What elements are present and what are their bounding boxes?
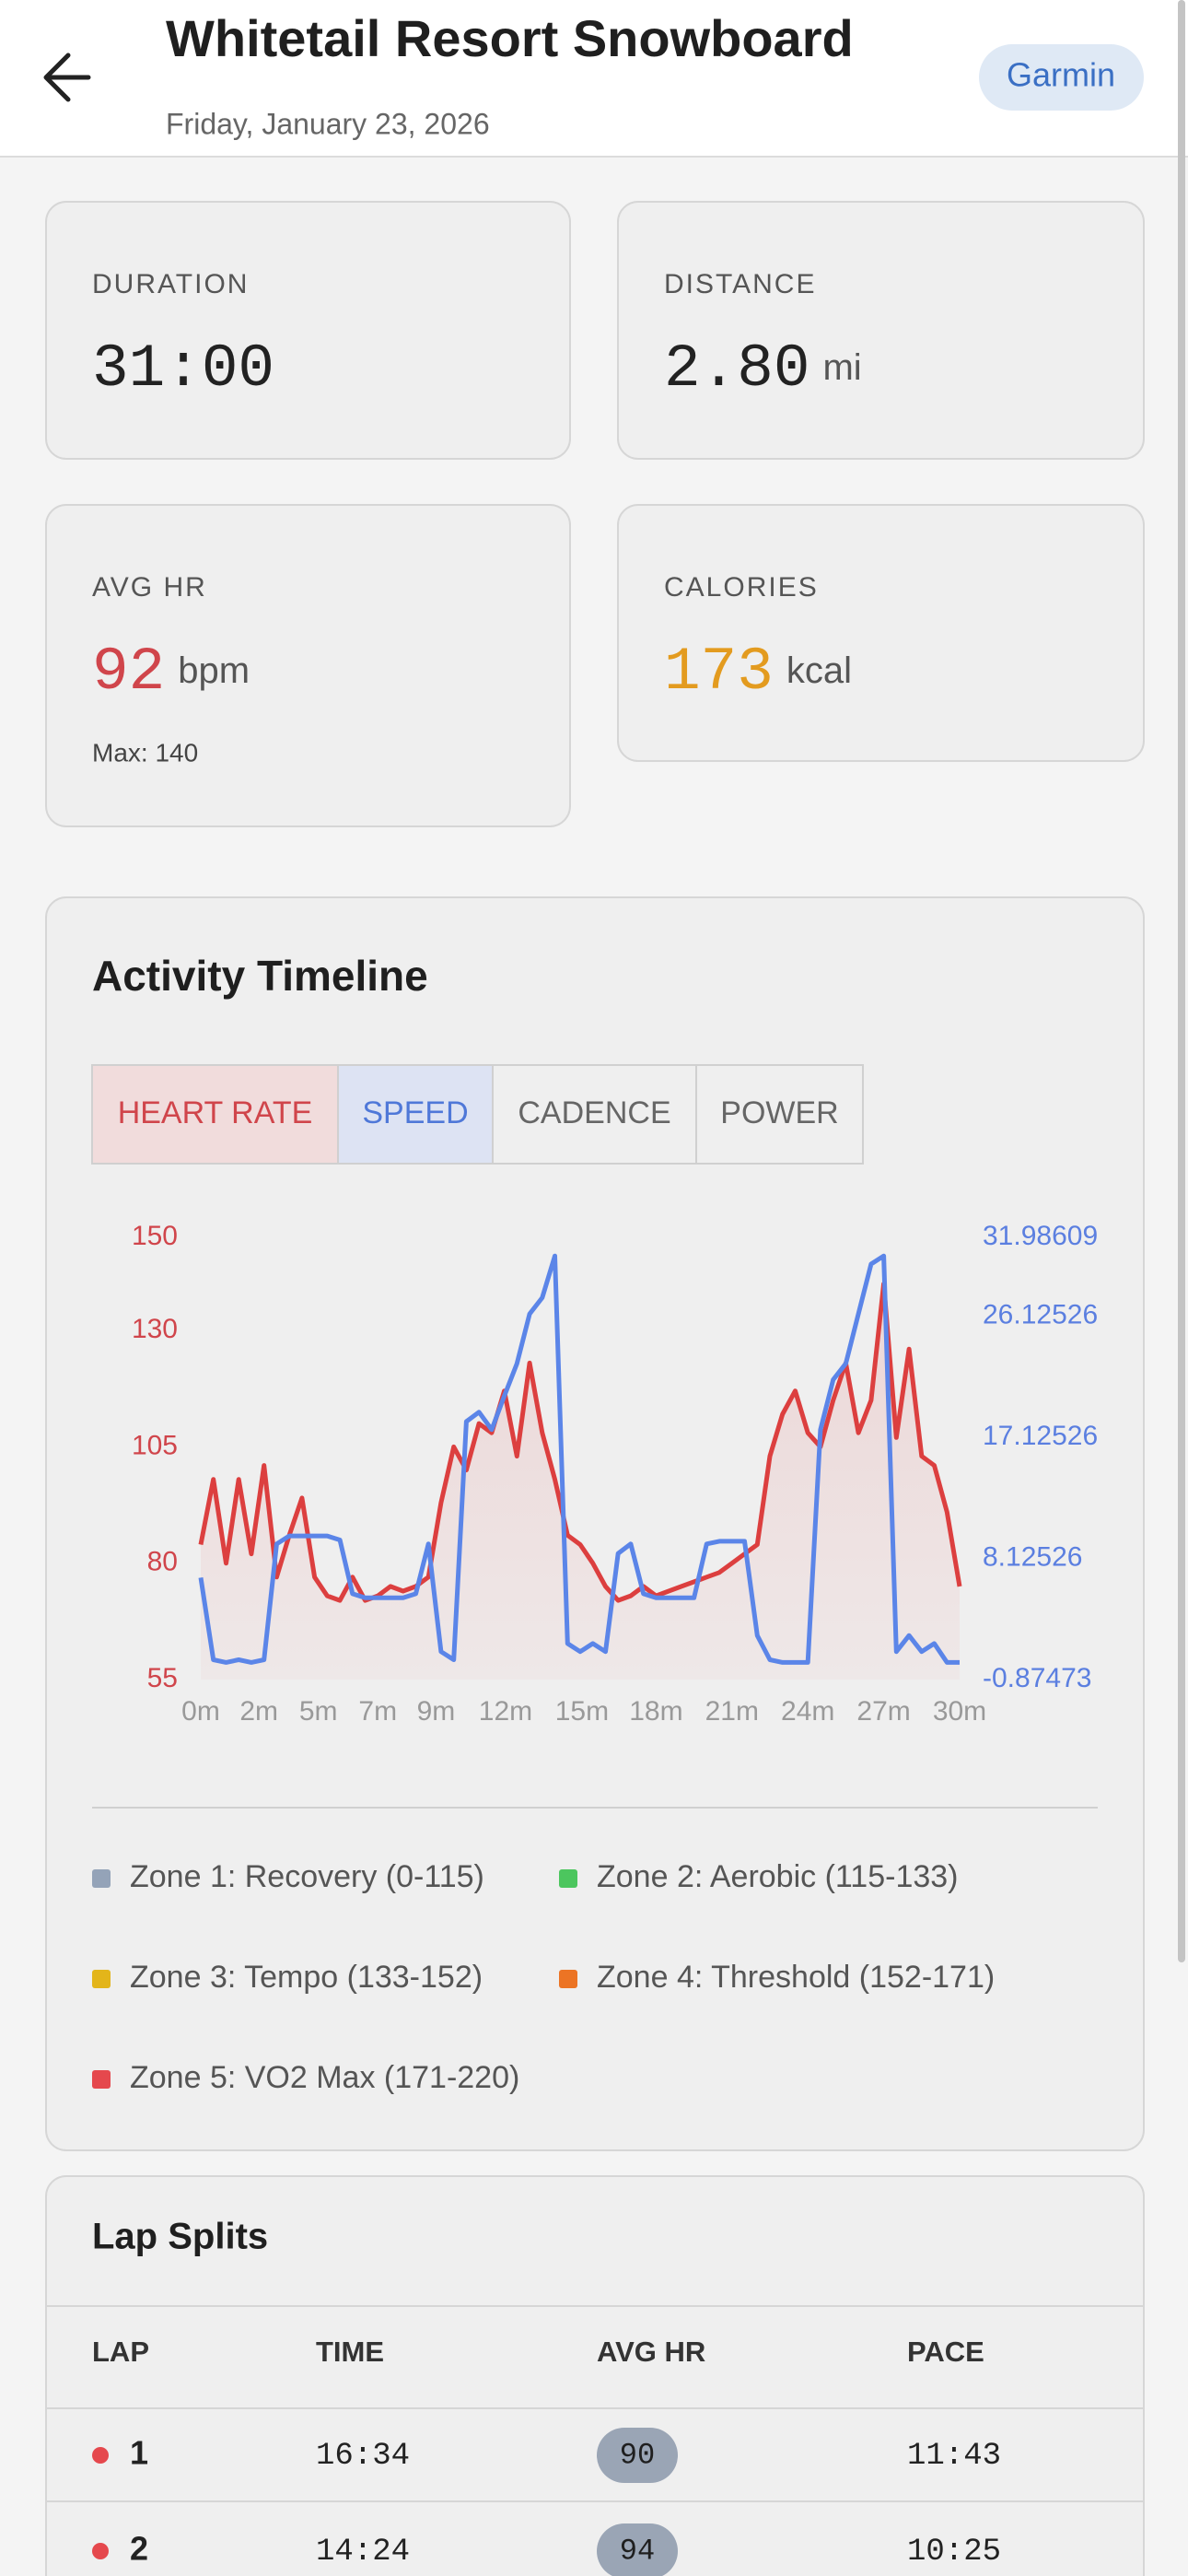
zone-label: Zone 5: VO2 Max (171-220) (130, 2060, 519, 2095)
lap-hr: 90 (620, 2438, 655, 2472)
stat-label: AVG HR (92, 572, 207, 603)
zone-swatch (92, 1970, 111, 1988)
y-tick-label: 150 (132, 1221, 178, 1251)
tab-label: CADENCE (518, 1095, 670, 1130)
zone-label: Zone 3: Tempo (133-152) (130, 1960, 483, 1995)
source-pill (979, 44, 1144, 111)
series-line (198, 1253, 960, 1665)
stat-card (45, 504, 571, 827)
stat-number: 31:00 (92, 334, 274, 404)
page-title: Whitetail Resort Snowboard (166, 9, 854, 67)
stat-value: 92 bpm (92, 638, 250, 707)
x-tick-label: 24m (781, 1696, 834, 1727)
x-tick-label: 27m (856, 1696, 910, 1727)
column-header: PACE (907, 2336, 984, 2368)
zone-swatch (559, 1869, 577, 1888)
stat-card (45, 201, 571, 460)
lap-number: 1 (130, 2434, 148, 2472)
x-tick-label: 15m (555, 1696, 609, 1727)
stat-card (617, 201, 1145, 460)
timeline-card (45, 896, 1145, 2151)
stat-unit: kcal (786, 650, 852, 691)
zone-label: Zone 1: Recovery (0-115) (130, 1859, 484, 1894)
stat-sub: Max: 140 (92, 738, 198, 767)
y2-tick-label: 17.12526 (983, 1421, 1098, 1451)
laps-card (45, 2175, 1145, 2576)
y-tick-label: 105 (132, 1430, 178, 1460)
section-title: Activity Timeline (92, 952, 428, 1000)
lap-time: 14:24 (316, 2535, 410, 2570)
x-tick-label: 9m (417, 1696, 456, 1727)
section-title: Lap Splits (92, 2217, 268, 2257)
stat-label: CALORIES (664, 572, 819, 603)
tab[interactable] (337, 1064, 494, 1165)
series-line (198, 1282, 962, 1603)
scrollbar (1178, 0, 1185, 1962)
stat-value: 173 kcal (664, 638, 852, 707)
stat-number: 173 (664, 638, 774, 707)
stat-value: 31:00 (92, 334, 274, 404)
tab-label: SPEED (362, 1095, 468, 1130)
stat-unit: mi (822, 347, 861, 388)
x-tick-label: 12m (479, 1696, 532, 1727)
tab[interactable] (91, 1064, 339, 1165)
stat-value: 2.80 mi (664, 334, 862, 404)
stat-card (617, 504, 1145, 762)
lap-time: 16:34 (316, 2439, 410, 2474)
column-header: TIME (316, 2336, 384, 2368)
hr-badge (597, 2523, 678, 2576)
y2-tick-label: 8.12526 (983, 1541, 1082, 1572)
y2-tick-label: -0.87473 (983, 1663, 1091, 1693)
y2-tick-label: 31.98609 (983, 1221, 1098, 1251)
tab-label: HEART RATE (118, 1095, 313, 1130)
y2-ticks: -0.87473 8.12526 17.12526 26.12526 31.98609 (983, 1221, 1098, 1693)
y-tick-label: 130 (132, 1314, 178, 1344)
x-tick-label: 30m (933, 1696, 986, 1727)
back-button[interactable] (43, 53, 91, 102)
tab[interactable] (695, 1064, 864, 1165)
zone-swatch (92, 1869, 111, 1888)
column-header: LAP (92, 2336, 149, 2368)
x-tick-label: 18m (629, 1696, 682, 1727)
lap-pace: 11:43 (907, 2439, 1001, 2474)
lap-hr: 94 (620, 2534, 655, 2568)
tab[interactable] (492, 1064, 697, 1165)
x-tick-label: 21m (705, 1696, 759, 1727)
x-tick-label: 5m (299, 1696, 338, 1727)
x-tick-label: 2m (239, 1696, 278, 1727)
stat-number: 92 (92, 638, 165, 707)
zone-label: Zone 2: Aerobic (115-133) (597, 1859, 959, 1894)
x-tick-label: 7m (358, 1696, 397, 1727)
date: Friday, January 23, 2026 (166, 107, 490, 140)
zone-swatch (92, 2070, 111, 2089)
lap-number: 2 (130, 2530, 148, 2568)
lap-dot (92, 2543, 109, 2559)
stat-label: DISTANCE (664, 269, 816, 299)
zone-swatch (559, 1970, 577, 1988)
lap-dot (92, 2447, 109, 2464)
stat-label: DURATION (92, 269, 249, 299)
y-tick-label: 80 (147, 1547, 178, 1577)
tab-label: POWER (720, 1095, 838, 1130)
stat-number: 2.80 (664, 334, 809, 404)
hr-area (201, 1283, 960, 1680)
column-header: AVG HR (597, 2336, 705, 2368)
zone-label: Zone 4: Threshold (152-171) (597, 1960, 995, 1995)
x-tick-label: 0m (181, 1696, 220, 1727)
stat-unit: bpm (178, 650, 250, 691)
source: Garmin (1007, 56, 1115, 94)
y2-tick-label: 26.12526 (983, 1300, 1098, 1330)
content: DURATION 31:00 DISTANCE 2.80 mi AVG HR 92 bpm Ma… (45, 201, 1145, 2576)
lap-pace: 10:25 (907, 2535, 1001, 2570)
y-tick-label: 55 (147, 1663, 178, 1693)
hr-badge (597, 2428, 678, 2483)
